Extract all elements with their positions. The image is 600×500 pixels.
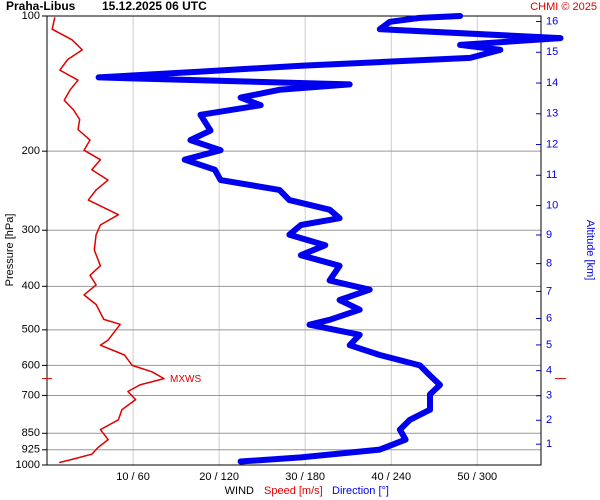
y2-tick-label: 5 bbox=[546, 339, 552, 351]
annotation: MXWS bbox=[170, 374, 201, 385]
y2-tick-label: 11 bbox=[546, 169, 557, 181]
y2-tick-label: 4 bbox=[546, 365, 552, 377]
y2-tick-label: 6 bbox=[546, 312, 552, 324]
y2-tick-label: 1 bbox=[546, 438, 552, 450]
chart-title: Praha-Libus bbox=[6, 0, 76, 13]
y2-tick-label: 15 bbox=[546, 46, 558, 58]
plot-frame bbox=[46, 15, 542, 466]
x-tick-label: 30 / 180 bbox=[285, 471, 325, 483]
y2-tick-label: 13 bbox=[546, 108, 558, 120]
y2-tick-label: 14 bbox=[546, 77, 558, 89]
y2-tick-label: 7 bbox=[546, 285, 552, 297]
y-tick-label: 700 bbox=[22, 389, 40, 401]
y-tick-label: 600 bbox=[22, 359, 40, 371]
direction-line bbox=[95, 13, 564, 465]
x-tick-label: 40 / 240 bbox=[371, 471, 411, 483]
y2-tick-label: 3 bbox=[546, 390, 552, 402]
y-tick-label: 500 bbox=[22, 324, 40, 336]
y-tick-label: 400 bbox=[22, 280, 40, 292]
y-axis-label: Pressure [hPa] bbox=[4, 214, 16, 287]
y2-tick-label: 9 bbox=[546, 229, 552, 241]
speed-line bbox=[51, 17, 165, 464]
y-tick-label: 850 bbox=[22, 427, 40, 439]
x-axis-label: WIND bbox=[225, 485, 254, 497]
y2-tick-label: 16 bbox=[546, 15, 558, 27]
legend-entry: Direction [°] bbox=[332, 485, 389, 497]
chart-subtitle: 15.12.2025 06 UTC bbox=[102, 0, 207, 13]
y-tick-label: 200 bbox=[22, 145, 40, 157]
y-tick-label: 1000 bbox=[16, 459, 40, 471]
y2-tick-label: 10 bbox=[546, 199, 558, 211]
y2-tick-label: 12 bbox=[546, 138, 558, 150]
credit: CHMI © 2025 bbox=[530, 1, 597, 13]
x-tick-label: 50 / 300 bbox=[457, 471, 497, 483]
y2-tick-label: 2 bbox=[546, 414, 552, 426]
y2-tick-label: 8 bbox=[546, 258, 552, 270]
x-tick-label: 10 / 60 bbox=[116, 471, 150, 483]
y-tick-label: 300 bbox=[22, 224, 40, 236]
y-tick-label: 100 bbox=[22, 10, 40, 22]
y2-axis-label: Altitude [km] bbox=[584, 220, 596, 281]
legend-entry: Speed [m/s] bbox=[264, 485, 323, 497]
y-tick-label: 925 bbox=[22, 444, 40, 456]
x-tick-label: 20 / 120 bbox=[199, 471, 239, 483]
